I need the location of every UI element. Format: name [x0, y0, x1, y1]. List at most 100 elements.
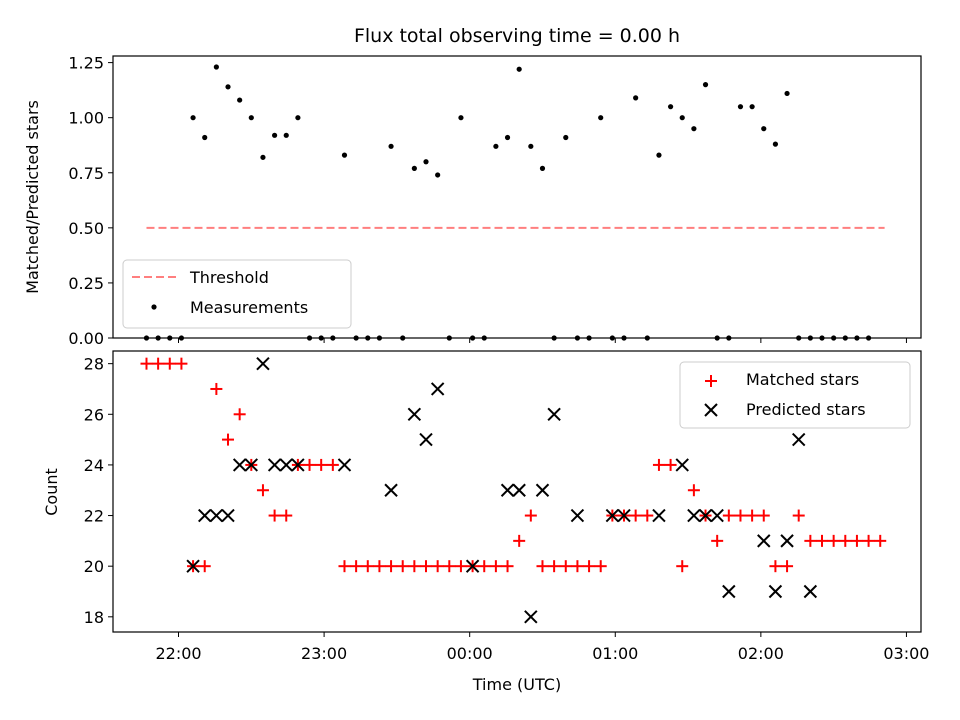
measurement-point [411, 165, 417, 171]
measurement-point [516, 66, 522, 72]
predicted-star-point [209, 508, 224, 523]
matched-star-point [140, 357, 153, 370]
matched-star-point [222, 433, 235, 446]
matched-star-point [687, 484, 700, 497]
count-plot-area [140, 356, 887, 624]
matched-star-point [746, 509, 759, 522]
count-legend-box [679, 361, 911, 429]
count-legend: Matched stars Predicted stars [679, 361, 911, 429]
matched-star-point [711, 534, 724, 547]
predicted-marker-b [780, 534, 794, 548]
count-x-tick-label: 00:00 [447, 644, 493, 663]
matched-star-point [769, 560, 782, 573]
matched-star-point [385, 560, 398, 573]
predicted-star-point [570, 508, 585, 523]
measurement-point [213, 64, 219, 70]
measurement-point [772, 141, 779, 147]
predicted-star-point [722, 584, 736, 599]
measurement-point [691, 126, 697, 132]
predicted-star-point [186, 559, 200, 573]
matched-star-point [524, 509, 537, 522]
matched-star-point [862, 534, 875, 547]
matched-star-point [152, 357, 165, 370]
predicted-star-point [232, 458, 247, 472]
measurement-point [737, 104, 744, 110]
matched-star-point [501, 560, 514, 573]
predicted-marker-b [535, 483, 550, 497]
predicted-marker-b [279, 458, 293, 472]
predicted-star-point [419, 432, 433, 447]
predicted-star-point [279, 458, 293, 472]
measurement-point [539, 165, 546, 171]
measurement-point [458, 115, 464, 121]
count-y-axis: 18 20 22 24 26 28 [84, 355, 113, 627]
ratio-legend-box [122, 259, 352, 329]
matched-star-point [757, 509, 770, 522]
ratio-y-tick-label: 1.00 [68, 109, 104, 128]
predicted-star-point [221, 508, 235, 523]
ratio-y-axis-label: Matched/Predicted stars [23, 100, 42, 294]
count-y-axis-label: Count [42, 468, 61, 516]
matched-star-point [443, 560, 456, 573]
count-x-axis: 22:00 23:00 00:00 01:00 02:00 03:00 [155, 632, 929, 663]
measurement-point [190, 115, 196, 121]
predicted-marker-b [465, 559, 480, 573]
predicted-star-point [652, 508, 666, 523]
count-x-tick-label: 22:00 [155, 644, 201, 663]
matched-star-point [781, 560, 794, 573]
predicted-star-point [757, 534, 771, 548]
predicted-marker-b [792, 432, 806, 447]
count-y-tick-label: 20 [84, 557, 104, 576]
matched-star-point [210, 382, 223, 395]
ratio-y-tick-label: 0.25 [68, 274, 104, 293]
matched-star-point [233, 408, 246, 421]
predicted-marker-b [291, 458, 305, 472]
predicted-marker-b [186, 559, 200, 573]
measurement-point [283, 132, 289, 138]
matched-star-point [792, 509, 805, 522]
measurement-point [248, 115, 254, 121]
matched-legend-swatch [705, 375, 717, 387]
predicted-marker-b [768, 584, 783, 599]
measurement-point [563, 134, 569, 141]
measurement-point [202, 134, 208, 141]
ratio-panel: Flux total observing time = 0.00 h Match… [23, 25, 922, 348]
predicted-star-point [198, 508, 212, 523]
matched-star-point [641, 509, 654, 522]
matched-star-point [839, 534, 852, 547]
measurement-point [656, 152, 662, 158]
matched-star-point [396, 560, 409, 573]
matched-star-point [548, 560, 561, 573]
threshold-legend-label: Threshold [189, 268, 269, 287]
measurement-point [784, 90, 790, 97]
predicted-marker-b [652, 508, 666, 523]
predicted-star-point [407, 407, 422, 421]
predicted-marker-b [407, 407, 422, 421]
matched-star-point [536, 560, 549, 573]
ratio-axes-frame [112, 55, 922, 339]
predicted-star-point [547, 407, 561, 421]
predicted-star-point [780, 534, 794, 548]
matched-star-point [163, 357, 176, 370]
predicted-marker-b [675, 458, 689, 472]
predicted-star-point [605, 508, 620, 523]
count-x-axis-label: Time (UTC) [472, 675, 561, 694]
matched-star-point [256, 484, 269, 497]
count-x-tick-label: 02:00 [738, 644, 784, 663]
predicted-star-point [267, 458, 282, 472]
predicted-marker-b [722, 584, 736, 599]
matched-star-point [175, 357, 188, 370]
predicted-marker-b [570, 508, 585, 523]
predicted-marker-b [605, 508, 620, 523]
ratio-y-axis: 0.00 0.25 0.50 0.75 1.00 1.25 [68, 54, 113, 348]
matched-star-point [827, 534, 840, 547]
ratio-y-tick-label: 1.25 [68, 54, 104, 73]
predicted-marker-b [500, 483, 515, 497]
matched-legend-label: Matched stars [746, 370, 859, 389]
predicted-marker-b [617, 508, 631, 523]
predicted-star-point [244, 458, 259, 472]
predicted-star-point [524, 610, 538, 624]
predicted-star-point [291, 458, 305, 472]
matched-star-point [350, 560, 363, 573]
